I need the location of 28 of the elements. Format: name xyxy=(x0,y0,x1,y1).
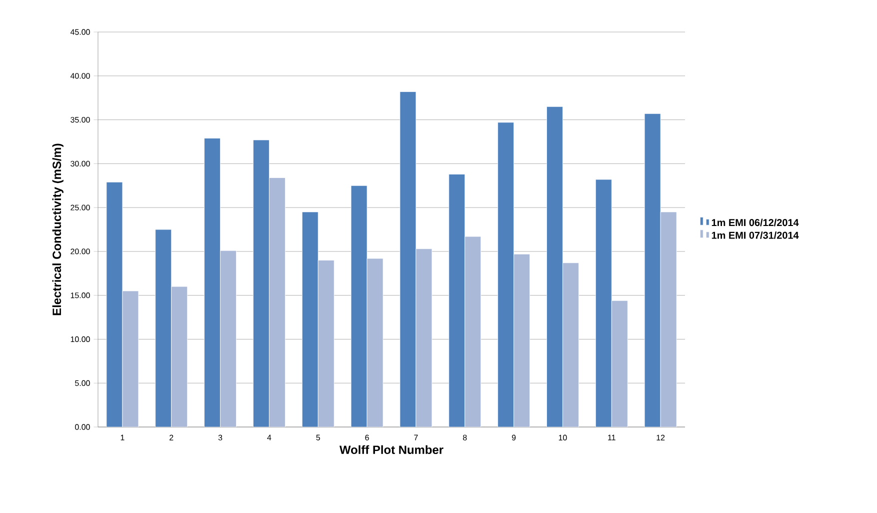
bar xyxy=(122,290,139,427)
bar xyxy=(400,91,416,427)
bar xyxy=(595,179,612,427)
bar xyxy=(155,229,172,427)
bar xyxy=(204,138,220,427)
legend-label: 1m EMI 07/31/2014 xyxy=(712,231,799,239)
bar xyxy=(644,113,661,427)
bar xyxy=(514,254,530,427)
bar xyxy=(269,178,286,427)
bar xyxy=(498,122,514,427)
bar xyxy=(366,258,384,427)
bar xyxy=(220,250,236,427)
bar xyxy=(416,248,432,427)
bar xyxy=(546,106,563,427)
bar xyxy=(318,260,334,427)
bar xyxy=(350,185,368,427)
bar xyxy=(464,236,482,427)
bar xyxy=(302,212,318,427)
bar xyxy=(253,140,270,427)
bar xyxy=(562,262,579,427)
y-axis-title: Electrical Conductivity (mS/m) xyxy=(52,144,64,316)
legend-label: 1m EMI 06/12/2014 xyxy=(712,218,799,226)
bar xyxy=(660,212,677,427)
x-axis-title: Wolff Plot Number xyxy=(339,445,444,454)
bar xyxy=(448,174,466,427)
bar xyxy=(106,182,123,427)
bar xyxy=(611,300,628,427)
bar xyxy=(171,286,188,427)
